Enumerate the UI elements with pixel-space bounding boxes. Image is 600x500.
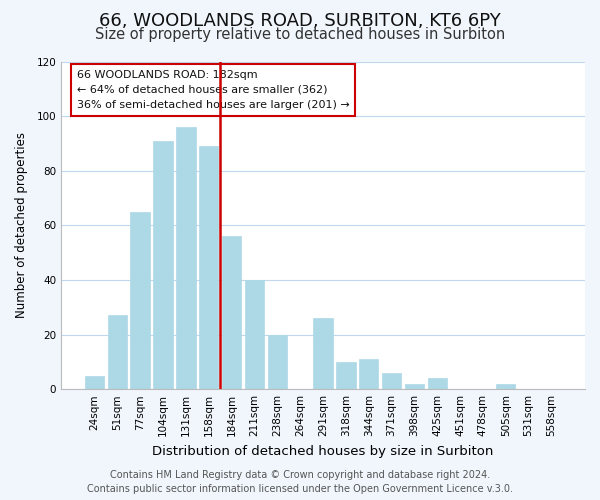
Bar — [428, 378, 447, 389]
Text: 66 WOODLANDS ROAD: 182sqm
← 64% of detached houses are smaller (362)
36% of semi: 66 WOODLANDS ROAD: 182sqm ← 64% of detac… — [77, 70, 349, 110]
Y-axis label: Number of detached properties: Number of detached properties — [15, 132, 28, 318]
Text: Size of property relative to detached houses in Surbiton: Size of property relative to detached ho… — [95, 28, 505, 42]
Bar — [496, 384, 515, 389]
Bar — [336, 362, 356, 389]
Bar — [404, 384, 424, 389]
Bar — [245, 280, 264, 389]
Bar — [359, 359, 379, 389]
Bar — [199, 146, 218, 389]
Bar — [130, 212, 150, 389]
Text: 66, WOODLANDS ROAD, SURBITON, KT6 6PY: 66, WOODLANDS ROAD, SURBITON, KT6 6PY — [99, 12, 501, 30]
Bar — [85, 376, 104, 389]
Text: Contains HM Land Registry data © Crown copyright and database right 2024.
Contai: Contains HM Land Registry data © Crown c… — [87, 470, 513, 494]
Bar — [313, 318, 332, 389]
Bar — [382, 373, 401, 389]
Bar — [268, 334, 287, 389]
Bar — [154, 140, 173, 389]
X-axis label: Distribution of detached houses by size in Surbiton: Distribution of detached houses by size … — [152, 444, 494, 458]
Bar — [176, 127, 196, 389]
Bar — [222, 236, 241, 389]
Bar — [107, 316, 127, 389]
